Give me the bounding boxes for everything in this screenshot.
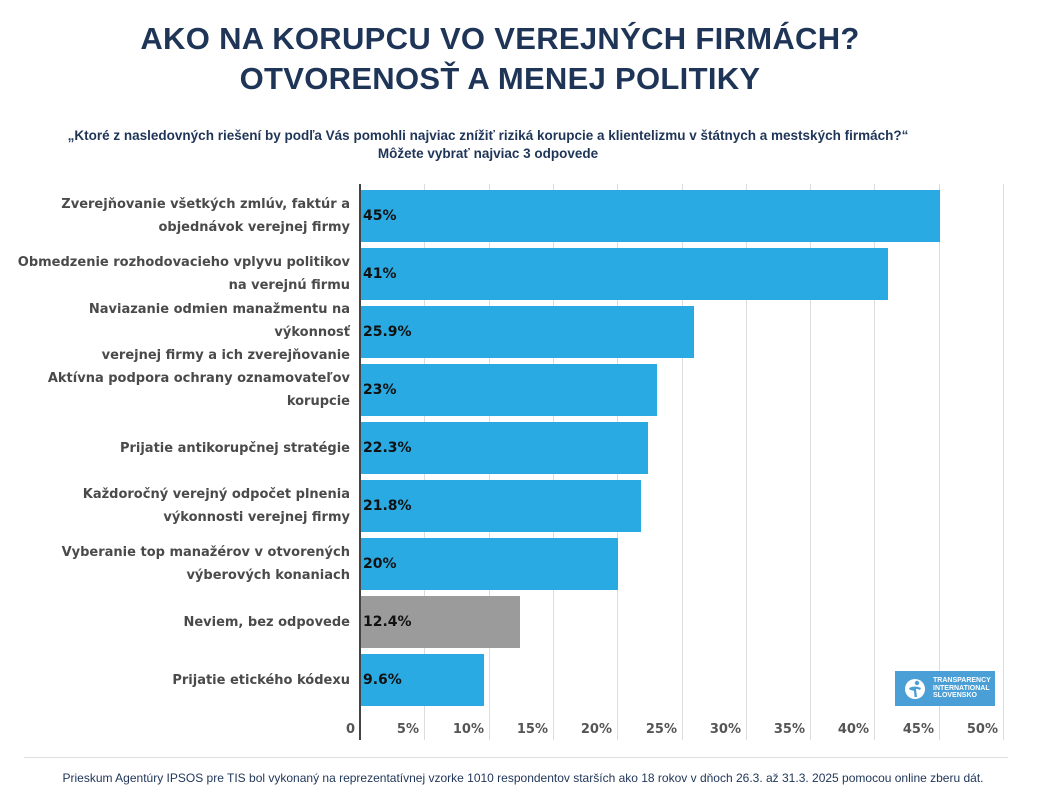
category-label: Prijatie antikorupčnej stratégie — [10, 422, 350, 474]
x-tick-label: 10% — [452, 722, 484, 737]
bar — [361, 538, 618, 590]
footer-divider — [24, 757, 1008, 758]
category-label-line: korupcie — [286, 394, 350, 409]
bar — [361, 248, 888, 300]
bar-value-label: 45% — [363, 208, 397, 224]
y-axis-line — [359, 184, 361, 740]
gridline — [1003, 184, 1004, 740]
x-tick-label: 30% — [709, 722, 741, 737]
category-label-line: Aktívna podpora ochrany oznamovateľov — [47, 371, 350, 386]
bar — [361, 422, 648, 474]
bar-value-label: 21.8% — [363, 498, 412, 514]
x-tick-label: 25% — [645, 722, 677, 737]
x-tick-label: 0 — [345, 722, 355, 737]
logo-text-line: TRANSPARENCY — [933, 677, 991, 685]
survey-instruction: Môžete vybrať najviac 3 odpovede — [377, 146, 599, 161]
category-label-line: Obmedzenie rozhodovacieho vplyvu politik… — [17, 255, 350, 270]
x-tick-label: 50% — [966, 722, 998, 737]
ti-figure-icon — [905, 678, 925, 699]
category-label: Naviazanie odmien manažmentu na výkonnos… — [10, 302, 350, 363]
x-tick-label: 5% — [396, 722, 419, 737]
category-label: Aktívna podpora ochrany oznamovateľov kor… — [10, 364, 350, 416]
bar — [361, 596, 520, 648]
category-label-line: Vyberanie top manažérov v otvorených — [61, 545, 350, 560]
bar-value-label: 12.4% — [363, 614, 412, 630]
bar-value-label: 20% — [363, 556, 397, 572]
chart-title-line1: AKO NA KORUPCU VO VEREJNÝCH FIRMÁCH? — [140, 21, 860, 56]
category-label: Neviem, bez odpovede — [10, 596, 350, 648]
x-tick-label: 20% — [580, 722, 612, 737]
bar-value-label: 41% — [363, 266, 397, 282]
footer-note: Prieskum Agentúry IPSOS pre TIS bol vyko… — [62, 771, 984, 785]
category-label: Zverejňovanie všetkých zmlúv, faktúr a ob… — [10, 190, 350, 242]
category-label-line: Neviem, bez odpovede — [183, 614, 350, 630]
category-label-line: výberových konaniach — [186, 568, 350, 583]
category-label-line: Zverejňovanie všetkých zmlúv, faktúr a — [61, 197, 350, 212]
logo-text-line: INTERNATIONAL — [933, 684, 990, 692]
x-tick-label: 45% — [902, 722, 934, 737]
category-label-line: verejnej firmy a ich zverejňovanie — [101, 347, 350, 363]
x-tick-label: 35% — [773, 722, 805, 737]
x-tick-label: 40% — [837, 722, 869, 737]
category-label-line: Naviazanie odmien manažmentu na výkonnos… — [88, 301, 350, 340]
category-label: Každoročný verejný odpočet plnenia výkonn… — [10, 480, 350, 532]
gridline — [810, 184, 811, 740]
gridline — [939, 184, 940, 740]
category-label-line: objednávok verejnej firmy — [158, 220, 350, 235]
chart-title-line2: OTVORENOSŤ A MENEJ POLITIKY — [239, 61, 761, 96]
category-label-line: výkonnosti verejnej firmy — [163, 510, 350, 525]
bar — [361, 654, 484, 706]
logo-text-line: SLOVENSKO — [933, 692, 977, 700]
bar — [361, 306, 694, 358]
bar-value-label: 25.9% — [363, 324, 412, 340]
bar — [361, 364, 657, 416]
gridline — [874, 184, 875, 740]
category-label: Vyberanie top manažérov v otvorených výbe… — [10, 538, 350, 590]
bar-value-label: 23% — [363, 382, 397, 398]
bar — [361, 480, 641, 532]
transparency-international-logo: TRANSPARENCY INTERNATIONAL SLOVENSKO — [895, 671, 995, 706]
bar-value-label: 9.6% — [363, 672, 402, 688]
x-tick-label: 15% — [516, 722, 548, 737]
survey-question: „Ktoré z nasledovných riešení by podľa V… — [67, 128, 909, 143]
gridline — [746, 184, 747, 740]
gridline — [682, 184, 683, 740]
category-label-line: na verejnú firmu — [228, 278, 350, 293]
bar — [361, 190, 940, 242]
category-label-line: Prijatie antikorupčnej stratégie — [119, 440, 350, 456]
category-label-line: Prijatie etického kódexu — [172, 672, 350, 688]
category-label: Obmedzenie rozhodovacieho vplyvu politik… — [10, 248, 350, 300]
category-label-line: Každoročný verejný odpočet plnenia — [82, 487, 350, 502]
bar-value-label: 22.3% — [363, 440, 412, 456]
category-label: Prijatie etického kódexu — [10, 654, 350, 706]
